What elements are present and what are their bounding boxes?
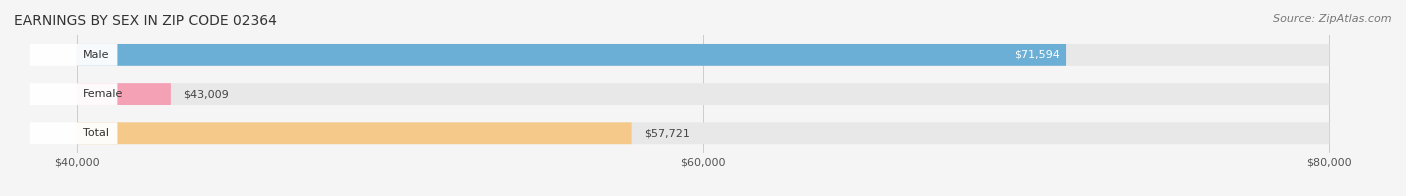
- FancyBboxPatch shape: [77, 44, 1066, 66]
- Text: Female: Female: [83, 89, 124, 99]
- FancyBboxPatch shape: [77, 83, 172, 105]
- FancyBboxPatch shape: [77, 83, 1329, 105]
- Text: Total: Total: [83, 128, 108, 138]
- Text: EARNINGS BY SEX IN ZIP CODE 02364: EARNINGS BY SEX IN ZIP CODE 02364: [14, 14, 277, 28]
- Text: Male: Male: [83, 50, 110, 60]
- FancyBboxPatch shape: [77, 122, 1329, 144]
- FancyBboxPatch shape: [77, 44, 1329, 66]
- FancyBboxPatch shape: [30, 122, 118, 144]
- FancyBboxPatch shape: [30, 44, 118, 66]
- FancyBboxPatch shape: [77, 122, 631, 144]
- FancyBboxPatch shape: [30, 83, 118, 105]
- Text: $57,721: $57,721: [644, 128, 690, 138]
- Text: $43,009: $43,009: [183, 89, 229, 99]
- Text: Source: ZipAtlas.com: Source: ZipAtlas.com: [1274, 14, 1392, 24]
- Text: $71,594: $71,594: [1014, 50, 1060, 60]
